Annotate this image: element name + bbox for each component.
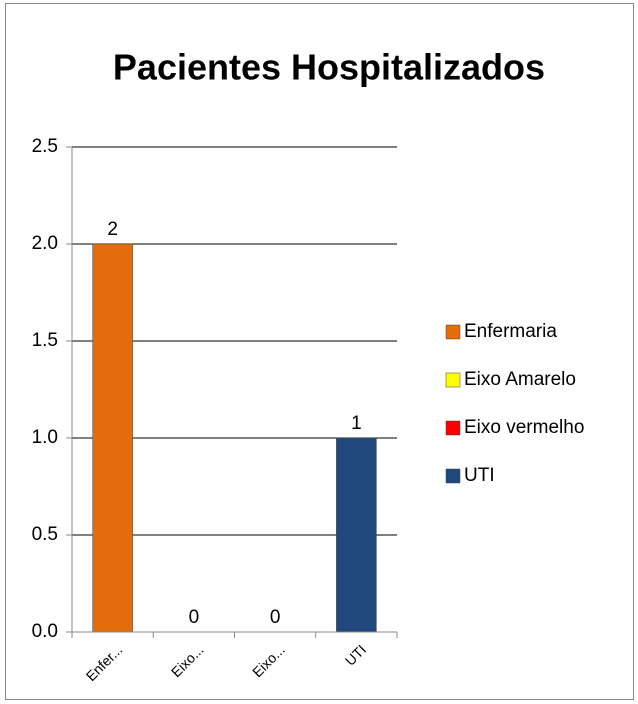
y-tick-label: 1.5 [32, 330, 58, 351]
y-tick-label: 2.5 [32, 136, 58, 157]
data-label: 2 [107, 219, 118, 240]
legend-label: Eixo Amarelo [464, 369, 576, 390]
y-tick-label: 0.5 [32, 524, 58, 545]
bar [92, 243, 133, 633]
legend-label: Eixo vermelho [464, 417, 584, 438]
chart-title: Pacientes Hospitalizados [113, 47, 545, 88]
data-label: 1 [351, 413, 362, 434]
legend-swatch [445, 468, 461, 484]
legend-swatch [445, 372, 461, 388]
y-tick-label: 0.0 [32, 621, 58, 642]
legend-swatch [445, 420, 461, 436]
legend-label: UTI [464, 465, 495, 486]
legend-swatch [445, 324, 461, 340]
y-tick-label: 2.0 [32, 233, 58, 254]
bar [336, 437, 377, 633]
data-label: 0 [189, 607, 200, 628]
legend-label: Enfermaria [464, 321, 557, 342]
data-label: 0 [270, 607, 281, 628]
y-tick-label: 1.0 [32, 427, 58, 448]
